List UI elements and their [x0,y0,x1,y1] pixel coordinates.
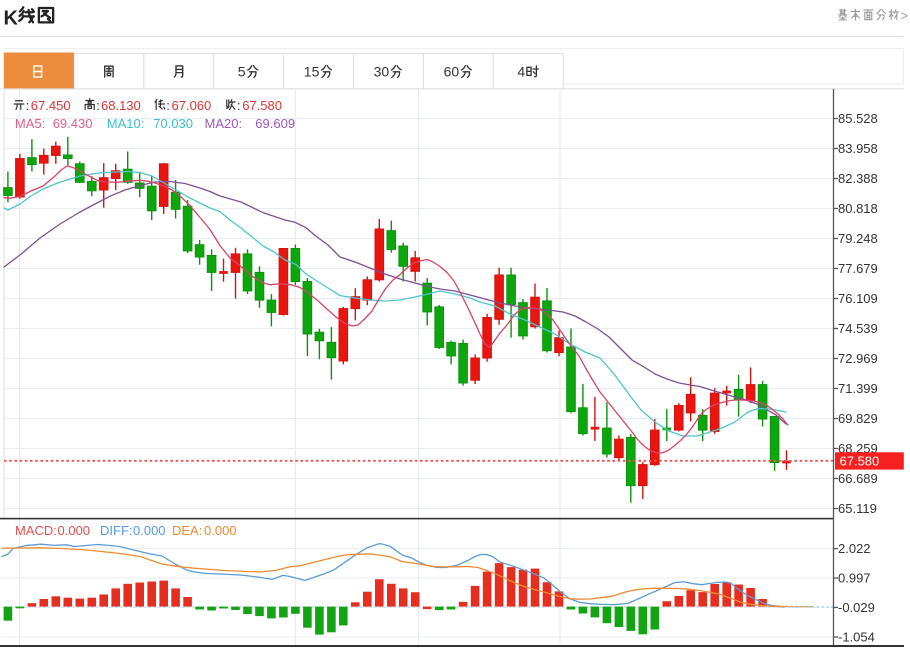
svg-text:-0.029: -0.029 [838,600,875,615]
svg-text:MA20:: MA20: [205,116,243,131]
svg-text:MA5:: MA5: [15,116,45,131]
svg-text:>: > [901,8,909,23]
svg-text:0.000: 0.000 [58,523,91,538]
svg-text::: : [96,98,100,113]
svg-text:83.958: 83.958 [838,141,878,156]
svg-text:68.130: 68.130 [101,98,141,113]
svg-text:69.609: 69.609 [255,116,295,131]
svg-text:74.539: 74.539 [838,321,878,336]
svg-text:4: 4 [517,64,525,80]
svg-text::: : [166,98,170,113]
svg-text:15: 15 [304,64,320,80]
svg-text:5: 5 [238,64,246,80]
svg-text:82.388: 82.388 [838,171,878,186]
svg-text:71.399: 71.399 [838,381,878,396]
svg-text:0.997: 0.997 [838,571,871,586]
svg-text:76.109: 76.109 [838,291,878,306]
svg-text:69.430: 69.430 [53,116,93,131]
svg-text:69.829: 69.829 [838,411,878,426]
svg-text:67.060: 67.060 [172,98,212,113]
svg-text:70.030: 70.030 [153,116,193,131]
svg-text:DEA:: DEA: [172,523,202,538]
svg-text:72.969: 72.969 [838,351,878,366]
svg-text:85.528: 85.528 [838,111,878,126]
svg-text:30: 30 [374,64,390,80]
svg-text:2.022: 2.022 [838,541,871,556]
svg-text:67.580: 67.580 [840,453,880,468]
svg-text:65.119: 65.119 [838,501,877,516]
svg-text:66.689: 66.689 [838,471,878,486]
svg-text:60: 60 [444,64,460,80]
svg-text:80.818: 80.818 [838,201,878,216]
svg-text:77.679: 77.679 [838,261,878,276]
svg-text:K: K [4,8,19,30]
svg-text::: : [26,98,30,113]
svg-text:-1.054: -1.054 [838,630,875,645]
svg-text::: : [237,98,241,113]
svg-text:67.450: 67.450 [31,98,71,113]
svg-text:0.000: 0.000 [204,523,237,538]
svg-text:0.000: 0.000 [133,523,166,538]
svg-text:79.248: 79.248 [838,231,878,246]
svg-text:67.580: 67.580 [242,98,282,113]
svg-text:MA10:: MA10: [107,116,145,131]
svg-text:DIFF:: DIFF: [100,523,133,538]
svg-text:MACD:: MACD: [15,523,57,538]
